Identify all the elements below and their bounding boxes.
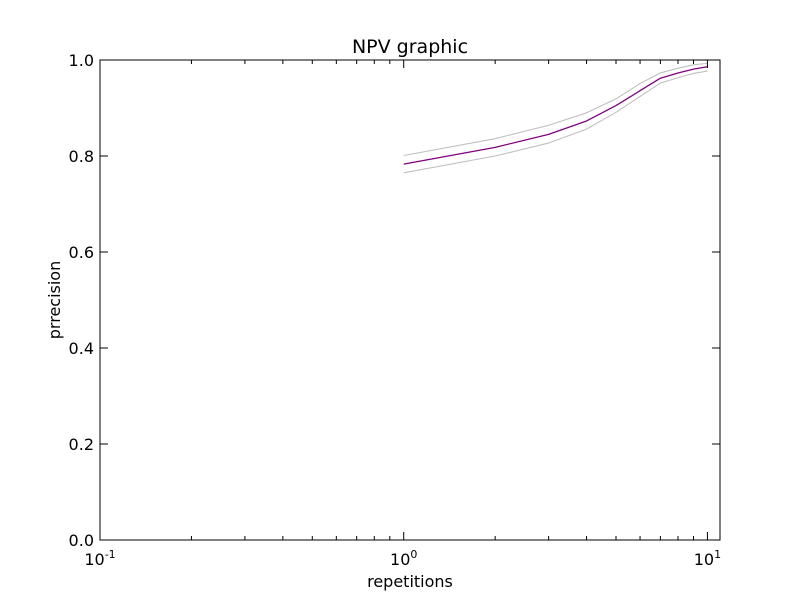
x-tick-label: 100 bbox=[390, 548, 417, 569]
series-line-upper bbox=[403, 62, 708, 157]
y-axis-title: prrecision bbox=[45, 261, 64, 339]
series-line-lower bbox=[403, 70, 708, 174]
x-axis-title: repetitions bbox=[367, 572, 453, 591]
x-tick-label: 101 bbox=[694, 548, 721, 569]
y-tick-label: 0.6 bbox=[69, 243, 94, 262]
plot-area bbox=[100, 60, 720, 540]
y-tick-label: 0.4 bbox=[69, 339, 94, 358]
chart-title: NPV graphic bbox=[352, 36, 468, 58]
ticks-layer: 10-1 100 101 0.0 0.2 0.4 0.6 0.8 1.0 bbox=[69, 51, 722, 569]
y-tick-label: 0.8 bbox=[69, 147, 94, 166]
y-tick-label: 0.0 bbox=[69, 531, 94, 550]
series-line-mean bbox=[403, 66, 708, 165]
plot-frame bbox=[99, 59, 721, 541]
x-tick-label: 10-1 bbox=[84, 548, 115, 569]
y-tick-label: 0.2 bbox=[69, 435, 94, 454]
series-layer bbox=[403, 62, 708, 174]
y-tick-label: 1.0 bbox=[69, 51, 94, 70]
